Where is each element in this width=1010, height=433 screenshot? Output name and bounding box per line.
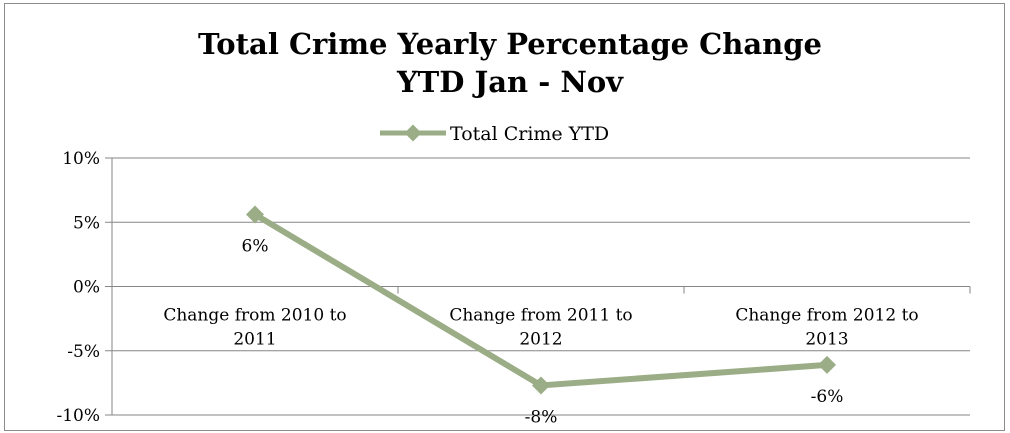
category-label: Change from 2011 to bbox=[449, 306, 632, 326]
chart-frame bbox=[4, 3, 1005, 431]
y-tick-label: 10% bbox=[62, 149, 100, 169]
series-line bbox=[253, 211, 828, 389]
y-tick-label: 5% bbox=[73, 213, 100, 233]
x-axis-category-labels: Change from 2010 to 2011 Change from 2011 … bbox=[163, 306, 918, 350]
axes bbox=[105, 157, 971, 416]
y-tick-label: -10% bbox=[56, 406, 100, 426]
data-point-marker bbox=[532, 376, 550, 395]
y-tick-label: -5% bbox=[67, 342, 100, 362]
legend: Total Crime YTD bbox=[380, 123, 609, 145]
chart-title-line-2: YTD Jan - Nov bbox=[396, 65, 624, 99]
legend-label: Total Crime YTD bbox=[450, 123, 609, 145]
category-label: 2012 bbox=[519, 330, 562, 350]
data-label: -8% bbox=[525, 407, 558, 427]
series-markers bbox=[246, 205, 836, 395]
y-tick-label: 0% bbox=[73, 278, 100, 298]
category-label: 2011 bbox=[233, 330, 276, 350]
category-label: Change from 2012 to bbox=[735, 306, 918, 326]
series-line-path bbox=[253, 211, 828, 389]
data-labels: 6% -8% -6% bbox=[242, 237, 844, 428]
y-axis-tick-labels: 10% 5% 0% -5% -10% bbox=[56, 149, 100, 426]
legend-diamond-marker bbox=[404, 124, 422, 142]
data-point-marker bbox=[818, 355, 836, 374]
chart-title-line-1: Total Crime Yearly Percentage Change bbox=[198, 27, 822, 61]
data-label: -6% bbox=[811, 387, 844, 407]
category-label: 2013 bbox=[805, 330, 848, 350]
category-label: Change from 2010 to bbox=[163, 306, 346, 326]
chart-title: Total Crime Yearly Percentage Change YTD… bbox=[198, 27, 822, 99]
data-label: 6% bbox=[242, 237, 269, 257]
data-point-marker bbox=[246, 205, 264, 224]
